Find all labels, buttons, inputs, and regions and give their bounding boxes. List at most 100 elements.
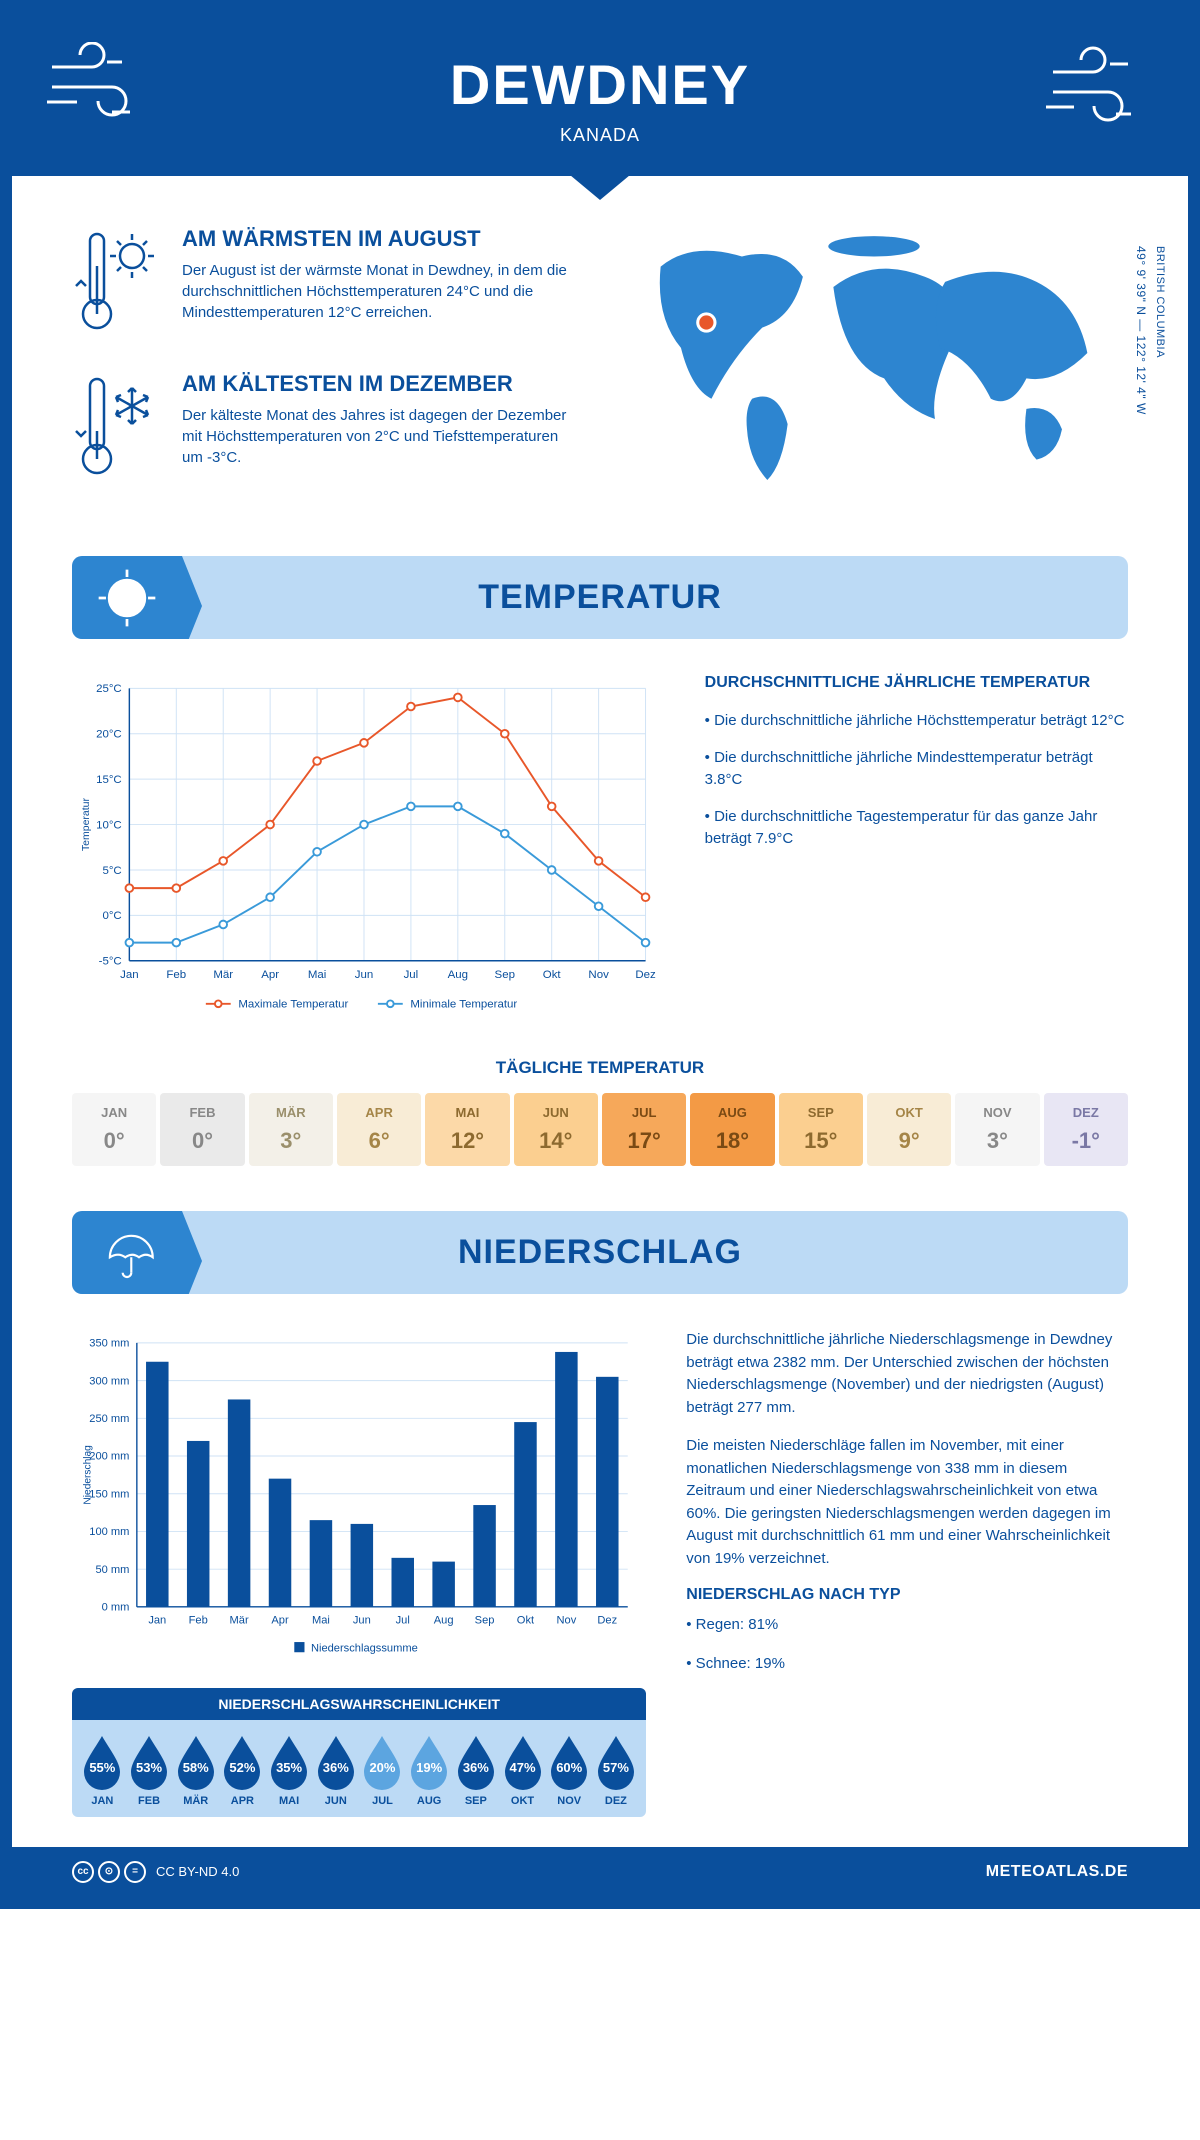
prob-item: 20%JUL xyxy=(360,1734,405,1807)
svg-text:Nov: Nov xyxy=(556,1615,576,1627)
svg-text:Jul: Jul xyxy=(396,1615,410,1627)
section-banner-precip: NIEDERSCHLAG xyxy=(72,1211,1128,1294)
daily-cell: SEP15° xyxy=(779,1093,863,1166)
svg-text:Feb: Feb xyxy=(166,969,186,981)
fact-cold-title: AM KÄLTESTEN IM DEZEMBER xyxy=(182,371,580,397)
svg-text:Dez: Dez xyxy=(597,1615,617,1627)
svg-text:150 mm: 150 mm xyxy=(89,1489,129,1501)
country-label: KANADA xyxy=(32,125,1168,146)
fact-cold-text: Der kälteste Monat des Jahres ist dagege… xyxy=(182,405,580,468)
daily-cell: FEB0° xyxy=(160,1093,244,1166)
prob-item: 47%OKT xyxy=(500,1734,545,1807)
svg-text:100 mm: 100 mm xyxy=(89,1526,129,1538)
temp-chart: -5°C 0°C 5°C 10°C 15°C 20°C 25°C Jan Feb Mär Apr Ma… xyxy=(72,674,665,1023)
prob-item: 58%MÄR xyxy=(173,1734,218,1807)
section-precip-title: NIEDERSCHLAG xyxy=(72,1233,1128,1272)
precip-t2: • Schnee: 19% xyxy=(686,1653,1128,1676)
svg-text:Aug: Aug xyxy=(448,969,468,981)
cc-icon: cc⊙= xyxy=(72,1861,146,1883)
city-title: DEWDNEY xyxy=(32,52,1168,117)
svg-text:50 mm: 50 mm xyxy=(95,1564,129,1576)
prob-row: 55%JAN53%FEB58%MÄR52%APR35%MAI36%JUN20%J… xyxy=(72,1720,646,1817)
svg-text:Temperatur: Temperatur xyxy=(80,798,92,852)
prob-item: 57%DEZ xyxy=(594,1734,639,1807)
precip-type-title: NIEDERSCHLAG NACH TYP xyxy=(686,1586,1128,1604)
daily-cell: JAN0° xyxy=(72,1093,156,1166)
footer: cc⊙= CC BY-ND 4.0 METEOATLAS.DE xyxy=(12,1847,1188,1897)
daily-cell: MAI12° xyxy=(425,1093,509,1166)
svg-text:Dez: Dez xyxy=(635,969,656,981)
daily-cell: JUL17° xyxy=(602,1093,686,1166)
svg-text:300 mm: 300 mm xyxy=(89,1375,129,1387)
fact-warm-title: AM WÄRMSTEN IM AUGUST xyxy=(182,226,580,252)
prob-item: 53%FEB xyxy=(127,1734,172,1807)
temp-notes-title: DURCHSCHNITTLICHE JÄHRLICHE TEMPERATUR xyxy=(705,674,1128,692)
svg-text:20°C: 20°C xyxy=(96,729,122,741)
svg-text:Nov: Nov xyxy=(588,969,609,981)
thermometer-snow-icon xyxy=(72,371,162,486)
svg-text:Jun: Jun xyxy=(355,969,373,981)
daily-temp-title: TÄGLICHE TEMPERATUR xyxy=(72,1058,1128,1078)
precip-p1: Die durchschnittliche jährliche Niedersc… xyxy=(686,1329,1128,1419)
region-label: BRITISH COLUMBIA xyxy=(1154,246,1166,358)
svg-text:Apr: Apr xyxy=(271,1615,289,1627)
svg-text:Minimale Temperatur: Minimale Temperatur xyxy=(410,999,517,1011)
temp-note-1: • Die durchschnittliche jährliche Höchst… xyxy=(705,710,1128,733)
fact-cold: AM KÄLTESTEN IM DEZEMBER Der kälteste Mo… xyxy=(72,371,580,486)
site-label: METEOATLAS.DE xyxy=(986,1863,1128,1881)
license-label: CC BY-ND 4.0 xyxy=(156,1864,239,1879)
temp-note-3: • Die durchschnittliche Tagestemperatur … xyxy=(705,806,1128,851)
daily-temp-row: JAN0°FEB0°MÄR3°APR6°MAI12°JUN14°JUL17°AU… xyxy=(72,1093,1128,1166)
daily-cell: NOV3° xyxy=(955,1093,1039,1166)
svg-text:200 mm: 200 mm xyxy=(89,1451,129,1463)
temp-note-2: • Die durchschnittliche jährliche Mindes… xyxy=(705,747,1128,792)
prob-title: NIEDERSCHLAGSWAHRSCHEINLICHKEIT xyxy=(72,1688,646,1720)
daily-cell: MÄR3° xyxy=(249,1093,333,1166)
svg-text:10°C: 10°C xyxy=(96,819,122,831)
prob-item: 36%JUN xyxy=(313,1734,358,1807)
svg-text:Aug: Aug xyxy=(434,1615,454,1627)
precip-t1: • Regen: 81% xyxy=(686,1614,1128,1637)
svg-text:Mär: Mär xyxy=(230,1615,249,1627)
header: DEWDNEY KANADA xyxy=(12,12,1188,176)
daily-cell: APR6° xyxy=(337,1093,421,1166)
svg-text:5°C: 5°C xyxy=(102,865,121,877)
svg-text:Okt: Okt xyxy=(517,1615,534,1627)
svg-text:Mär: Mär xyxy=(213,969,233,981)
wind-icon xyxy=(1038,42,1158,132)
daily-cell: AUG18° xyxy=(690,1093,774,1166)
coords-label: 49° 9' 39" N — 122° 12' 4" W xyxy=(1134,246,1148,415)
svg-text:Sep: Sep xyxy=(475,1615,495,1627)
svg-text:Sep: Sep xyxy=(495,969,515,981)
svg-text:Jul: Jul xyxy=(404,969,419,981)
section-banner-temp: TEMPERATUR xyxy=(72,556,1128,639)
section-temp-title: TEMPERATUR xyxy=(72,578,1128,617)
worldmap-icon xyxy=(620,226,1128,495)
prob-item: 36%SEP xyxy=(454,1734,499,1807)
prob-item: 52%APR xyxy=(220,1734,265,1807)
svg-text:Jan: Jan xyxy=(120,969,138,981)
wind-icon xyxy=(42,42,162,132)
precip-p2: Die meisten Niederschläge fallen im Nove… xyxy=(686,1435,1128,1570)
prob-item: 19%AUG xyxy=(407,1734,452,1807)
fact-warm: AM WÄRMSTEN IM AUGUST Der August ist der… xyxy=(72,226,580,341)
daily-cell: JUN14° xyxy=(514,1093,598,1166)
svg-text:Feb: Feb xyxy=(189,1615,208,1627)
chevron-icon xyxy=(570,175,630,200)
svg-text:Niederschlag: Niederschlag xyxy=(83,1445,94,1504)
svg-text:-5°C: -5°C xyxy=(99,956,122,968)
svg-text:Niederschlagssumme: Niederschlagssumme xyxy=(311,1642,418,1654)
svg-text:Jun: Jun xyxy=(353,1615,371,1627)
svg-text:15°C: 15°C xyxy=(96,774,122,786)
prob-item: 55%JAN xyxy=(80,1734,125,1807)
precip-chart: 0 mm50 mm100 mm150 mm200 mm250 mm300 mm3… xyxy=(72,1329,646,1667)
daily-cell: OKT9° xyxy=(867,1093,951,1166)
thermometer-sun-icon xyxy=(72,226,162,341)
svg-text:Apr: Apr xyxy=(261,969,279,981)
svg-text:Jan: Jan xyxy=(148,1615,166,1627)
svg-text:Maximale Temperatur: Maximale Temperatur xyxy=(238,999,348,1011)
svg-text:25°C: 25°C xyxy=(96,683,122,695)
svg-text:0°C: 0°C xyxy=(102,910,121,922)
prob-item: 35%MAI xyxy=(267,1734,312,1807)
svg-text:Mai: Mai xyxy=(312,1615,330,1627)
